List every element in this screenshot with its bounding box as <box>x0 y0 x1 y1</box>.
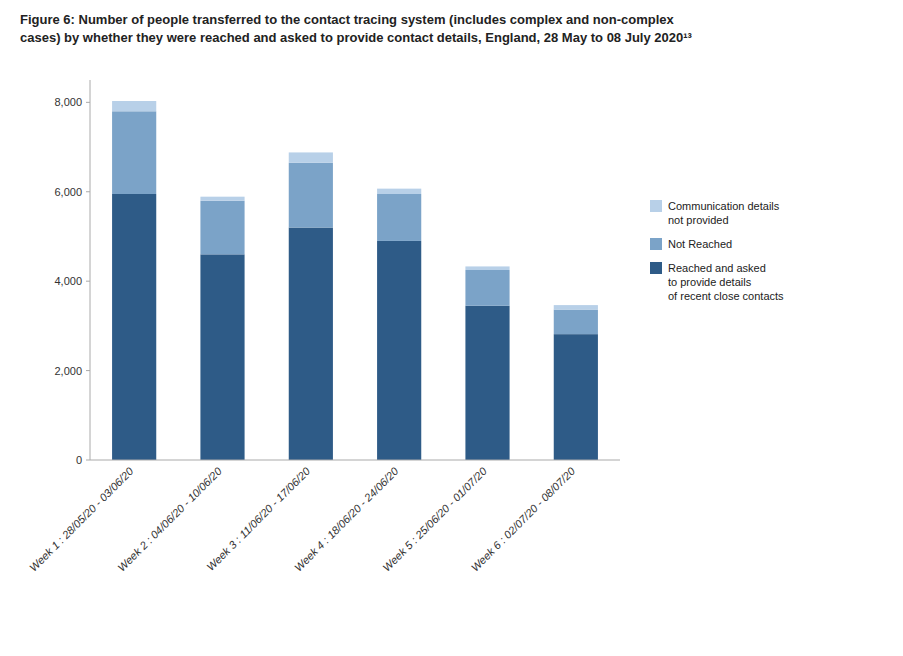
legend-label-line: Reached and asked <box>668 262 766 274</box>
bar-segment <box>289 228 333 460</box>
bar-segment <box>377 189 421 194</box>
bar-segment <box>112 101 156 111</box>
bar-segment <box>554 305 598 309</box>
bar-segment <box>554 310 598 335</box>
y-tick-label: 6,000 <box>54 186 82 198</box>
bar-segment <box>465 270 509 306</box>
bar-segment <box>200 254 244 460</box>
legend: Communication details not provided Not Rea… <box>650 200 784 302</box>
x-tick-label: Week 2 : 04/06/20 - 10/06/20 <box>115 464 224 573</box>
bar-segment <box>112 111 156 194</box>
legend-label-line: of recent close contacts <box>668 290 784 302</box>
legend-label-line: to provide details <box>668 276 752 288</box>
y-tick <box>86 102 90 103</box>
bar-segment <box>200 197 244 201</box>
bar-segment <box>377 194 421 241</box>
legend-label-line: Communication details <box>668 200 780 212</box>
bars <box>112 101 598 460</box>
legend-label-line: not provided <box>668 214 729 226</box>
bar-segment <box>465 266 509 270</box>
x-tick-label: Week 5 : 25/06/20 - 01/07/20 <box>380 464 489 573</box>
x-tick-label: Week 1 : 28/05/20 - 03/06/20 <box>27 464 136 573</box>
legend-label: Reached and asked to provide details of re… <box>668 262 784 302</box>
x-tick-label: Week 3 : 11/06/20 - 17/06/20 <box>204 464 313 573</box>
legend-swatch <box>650 262 662 274</box>
chart: Figure 6: Number of people transferred t… <box>0 0 903 656</box>
y-tick <box>86 370 90 371</box>
title-line: cases) by whether they were reached and … <box>20 30 693 45</box>
y-axis <box>90 80 91 460</box>
legend-label-line: Not Reached <box>668 238 732 250</box>
x-tick-label: Week 4 : 18/06/20 - 24/06/20 <box>292 464 401 573</box>
title: Figure 6: Number of people transferred t… <box>20 12 693 45</box>
bar-segment <box>200 201 244 255</box>
title-line: Figure 6: Number of people transferred t… <box>20 12 675 27</box>
legend-label: Not Reached <box>668 238 732 250</box>
y-tick <box>86 460 90 461</box>
y-tick <box>86 191 90 192</box>
y-tick-label: 8,000 <box>54 96 82 108</box>
x-tick-label: Week 6 : 02/07/20 - 08/07/20 <box>469 464 578 573</box>
legend-swatch <box>650 200 662 212</box>
bar-segment <box>465 306 509 460</box>
y-tick-label: 4,000 <box>54 275 82 287</box>
legend-swatch <box>650 238 662 250</box>
bar-segment <box>554 334 598 460</box>
bar-segment <box>289 152 333 162</box>
bar-segment <box>112 194 156 460</box>
bar-segment <box>289 163 333 228</box>
legend-label: Communication details not provided <box>668 200 780 226</box>
y-tick <box>86 281 90 282</box>
y-tick-label: 2,000 <box>54 365 82 377</box>
x-axis <box>90 460 620 461</box>
y-tick-label: 0 <box>76 454 82 466</box>
bar-segment <box>377 241 421 460</box>
